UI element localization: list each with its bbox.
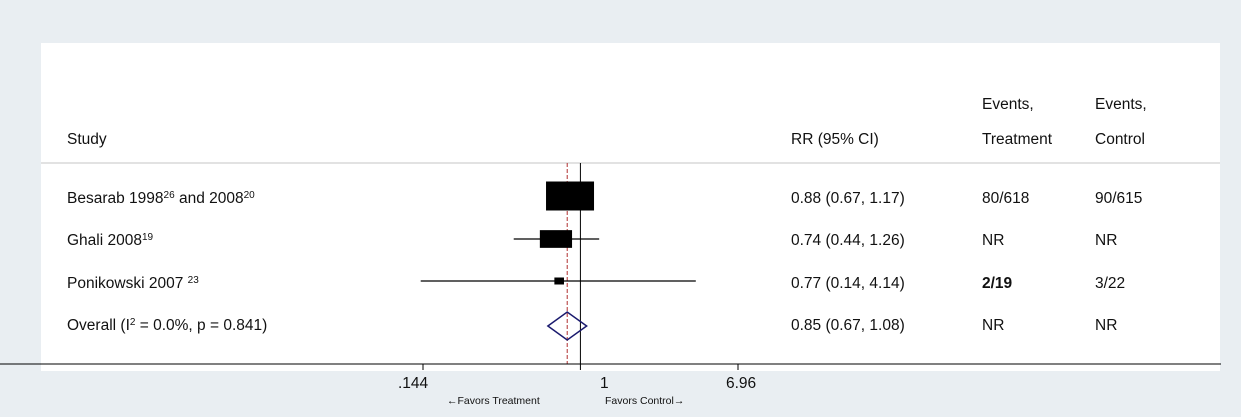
x-tick-label-0144: .144 [398, 375, 429, 392]
events-control-ghali: NR [1095, 232, 1118, 249]
study-label-ghali: Ghali 200819 [67, 232, 154, 249]
events-treatment-overall: NR [982, 317, 1005, 334]
overall-label: Overall (I2 = 0.0%, p = 0.841) [67, 317, 268, 334]
events-treatment-ponikowski: 2/19 [982, 275, 1013, 292]
header-rr: RR (95% CI) [791, 131, 879, 148]
events-control-overall: NR [1095, 317, 1118, 334]
header-events-treatment-2: Treatment [982, 131, 1053, 148]
rr-value-ghali: 0.74 (0.44, 1.26) [791, 232, 905, 249]
forest-plot [41, 162, 1220, 364]
weight-box-besarab [546, 181, 595, 211]
study-label-ponikowski: Ponikowski 2007 23 [67, 275, 199, 292]
header-events-control-2: Control [1095, 131, 1145, 148]
favors-control-label: Favors Control→ [605, 395, 685, 407]
rr-value-overall: 0.85 (0.67, 1.08) [791, 317, 905, 334]
events-treatment-ghali: NR [982, 232, 1005, 249]
events-control-besarab: 90/615 [1095, 190, 1143, 207]
x-tick-label-696: 6.96 [726, 375, 757, 392]
header-study: Study [67, 131, 107, 148]
events-treatment-besarab: 80/618 [982, 190, 1030, 207]
weight-box-ponikowski [554, 277, 564, 285]
plot-panel: Study RR (95% CI) Events, Treatment Even… [41, 43, 1220, 371]
header-events-treatment-1: Events, [982, 96, 1034, 113]
study-label-besarab: Besarab 199826 and 200820 [67, 190, 255, 207]
overall-diamond [546, 311, 588, 341]
x-tick-label-1: 1 [600, 375, 609, 392]
header-events-control-1: Events, [1095, 96, 1147, 113]
rr-value-besarab: 0.88 (0.67, 1.17) [791, 190, 905, 207]
weight-box-ghali [539, 230, 573, 248]
favors-treatment-label: ←Favors Treatment [447, 395, 540, 407]
rr-value-ponikowski: 0.77 (0.14, 4.14) [791, 275, 905, 292]
events-control-ponikowski: 3/22 [1095, 275, 1126, 292]
